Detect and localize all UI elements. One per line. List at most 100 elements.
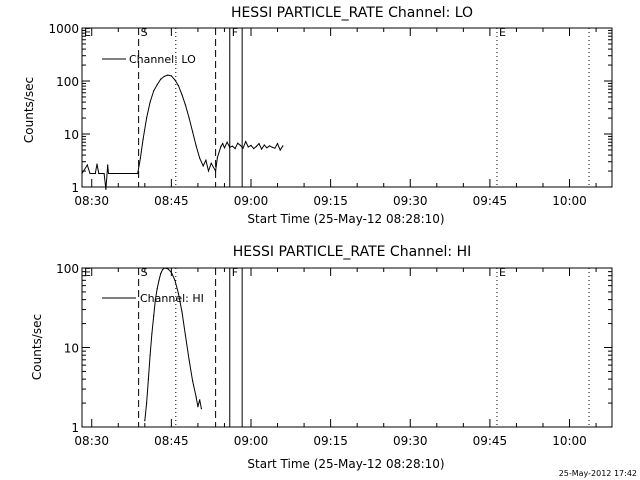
data-point [237,142,239,144]
x-tick-label: 10:00 [552,194,587,208]
panel-hi: HESSI PARTICLE_RATE Channel: HI Counts/s… [30,244,613,471]
data-point [177,85,179,87]
data-point [188,359,190,361]
data-point [279,149,281,151]
data-point [215,170,217,172]
x-tick-label: 08:45 [154,194,189,208]
data-point [192,131,194,133]
data-point [202,165,204,167]
data-point [184,104,187,106]
data-point [167,268,169,270]
marker-label: E [499,26,506,39]
data-point [156,288,158,290]
data-point [255,145,257,148]
legend-label-hi: Channel: HI [140,292,204,305]
data-point [151,332,153,335]
data-point [147,378,149,380]
x-axis-label-hi: Start Time (25-May-12 08:28:10) [247,457,444,471]
data-point [269,145,271,147]
data-point [253,148,255,150]
data-point [242,147,244,149]
data-point [98,172,100,175]
x-tick-label: 08:30 [74,194,109,208]
data-point [177,292,179,294]
y-axis-label-lo: Counts/sec [22,77,36,143]
y-tick-label: 10 [64,128,79,142]
data-point [271,146,273,148]
data-point [170,75,172,77]
data-point [258,143,260,145]
x-axis-label-lo: Start Time (25-May-12 08:28:10) [247,212,444,226]
marker-label: S [141,26,148,39]
data-point [146,402,148,404]
marker-label: E [84,26,91,39]
series-line [81,74,284,190]
x-tick-label: 09:00 [234,194,269,208]
legend-label-lo: Channel: LO [129,53,196,66]
data-point [199,157,201,159]
data-point [276,143,279,145]
data-point [89,172,91,175]
data-point [112,172,114,175]
data-point [160,78,162,80]
data-point [158,279,160,281]
data-point [250,144,252,146]
data-point [156,84,158,86]
y-tick-label: 10 [64,342,79,356]
data-point [170,271,172,273]
panel-lo: HESSI PARTICLE_RATE Channel: LO Counts/s… [22,5,613,226]
series-line [144,267,202,421]
x-tick-label: 09:30 [393,434,428,448]
data-point [160,273,162,275]
data-point [144,420,146,422]
y-tick-label: 1000 [48,22,79,36]
data-point [216,156,218,159]
data-point [205,159,207,161]
data-point [139,157,141,159]
x-tick-label: 08:45 [154,434,189,448]
y-tick-label: 100 [56,75,79,89]
data-point [149,101,151,103]
data-point [107,164,109,166]
y-tick-label: 100 [56,262,79,276]
data-point [181,94,183,96]
data-point [239,144,241,146]
data-point [142,138,144,140]
marker-label: E [84,266,91,279]
x-tick-label: 09:00 [234,434,269,448]
data-point [207,170,210,172]
data-point [195,145,197,147]
data-point [200,408,202,410]
data-point [163,267,165,269]
data-point [86,164,88,166]
data-point [199,399,201,401]
timestamp: 25-May-2012 17:42 [559,469,637,478]
x-tick-label: 09:15 [313,434,348,448]
data-point [137,172,139,175]
x-tick-label: 09:15 [313,194,348,208]
data-point [161,269,164,271]
data-point [282,145,284,147]
data-point [223,147,226,149]
data-point [96,163,98,165]
y-tick-label: 1 [71,181,79,195]
x-tick-label: 09:45 [473,194,508,208]
marker-label: F [232,26,238,39]
marker-label: F [232,266,238,279]
marker-label: E [499,266,506,279]
data-point [192,380,194,382]
data-point [105,188,107,190]
data-point [229,146,231,148]
data-point [226,141,228,143]
data-point [154,299,156,301]
data-point [245,141,247,143]
data-point [146,117,148,119]
data-point [188,117,190,119]
data-point [107,172,110,175]
data-point [197,406,199,408]
y-axis-label-hi: Counts/sec [30,314,44,380]
data-point [174,279,176,281]
data-point [231,145,233,147]
data-point [81,172,83,175]
data-point [220,145,222,148]
